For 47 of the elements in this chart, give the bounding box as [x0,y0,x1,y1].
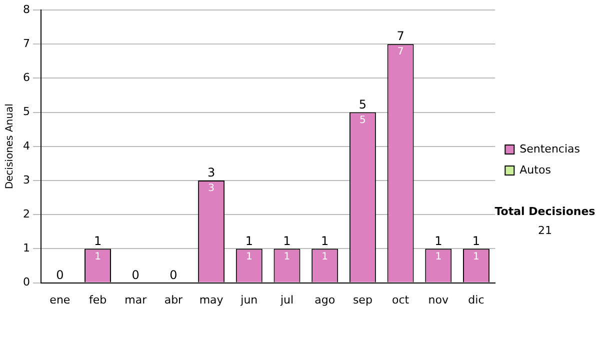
x-tick-label: jul [279,293,294,306]
y-tick-label: 6 [23,71,30,84]
data-label: 1 [473,251,480,262]
total-label: 0 [170,268,178,282]
y-tick-label: 2 [23,207,30,220]
y-tick-label: 3 [23,173,30,186]
x-tick-label: dic [468,293,484,306]
total-label: 3 [207,166,216,180]
data-label: 1 [284,251,290,262]
data-label: 7 [397,46,404,58]
data-label: 1 [322,251,328,262]
legend-label: Autos [520,163,552,176]
x-tick-label: jun [240,293,258,306]
total-label: 1 [245,234,253,248]
total-label: 1 [472,234,480,248]
data-label: 1 [435,251,442,262]
x-tick-label: sep [352,293,372,306]
y-tick-label: 8 [23,2,30,16]
y-tick-label: 7 [23,36,30,50]
total-label: 1 [434,234,442,248]
total-label: 1 [94,234,102,248]
total-label: 7 [396,29,404,44]
total-label: 1 [283,234,291,248]
y-tick-label: 0 [23,276,30,289]
total-label: 0 [132,268,140,282]
y-tick-label: 1 [23,242,30,255]
x-tick-label: abr [164,293,184,306]
total-label: 0 [56,268,64,282]
y-tick-label: 4 [23,139,30,152]
legend-label: Sentencias [520,142,580,156]
text: 21 [537,224,553,237]
data-label: 1 [94,251,101,262]
x-tick-label: nov [428,293,449,306]
x-tick-label: ene [50,293,70,306]
data-label: 1 [246,251,252,262]
y-axis-title: Decisiones Anual [4,104,16,190]
total-label: 5 [358,97,367,112]
y-tick-label: 5 [23,105,30,118]
x-tick-label: ago [314,293,336,306]
x-tick-label: feb [88,293,107,306]
data-label: 5 [360,114,366,126]
annotation: Total Decisiones [494,205,596,218]
x-tick-label: may [199,293,224,306]
data-label: 3 [208,183,214,194]
total-label: 1 [321,234,329,248]
x-tick-label: oct [392,293,410,306]
x-tick-label: mar [124,293,148,306]
